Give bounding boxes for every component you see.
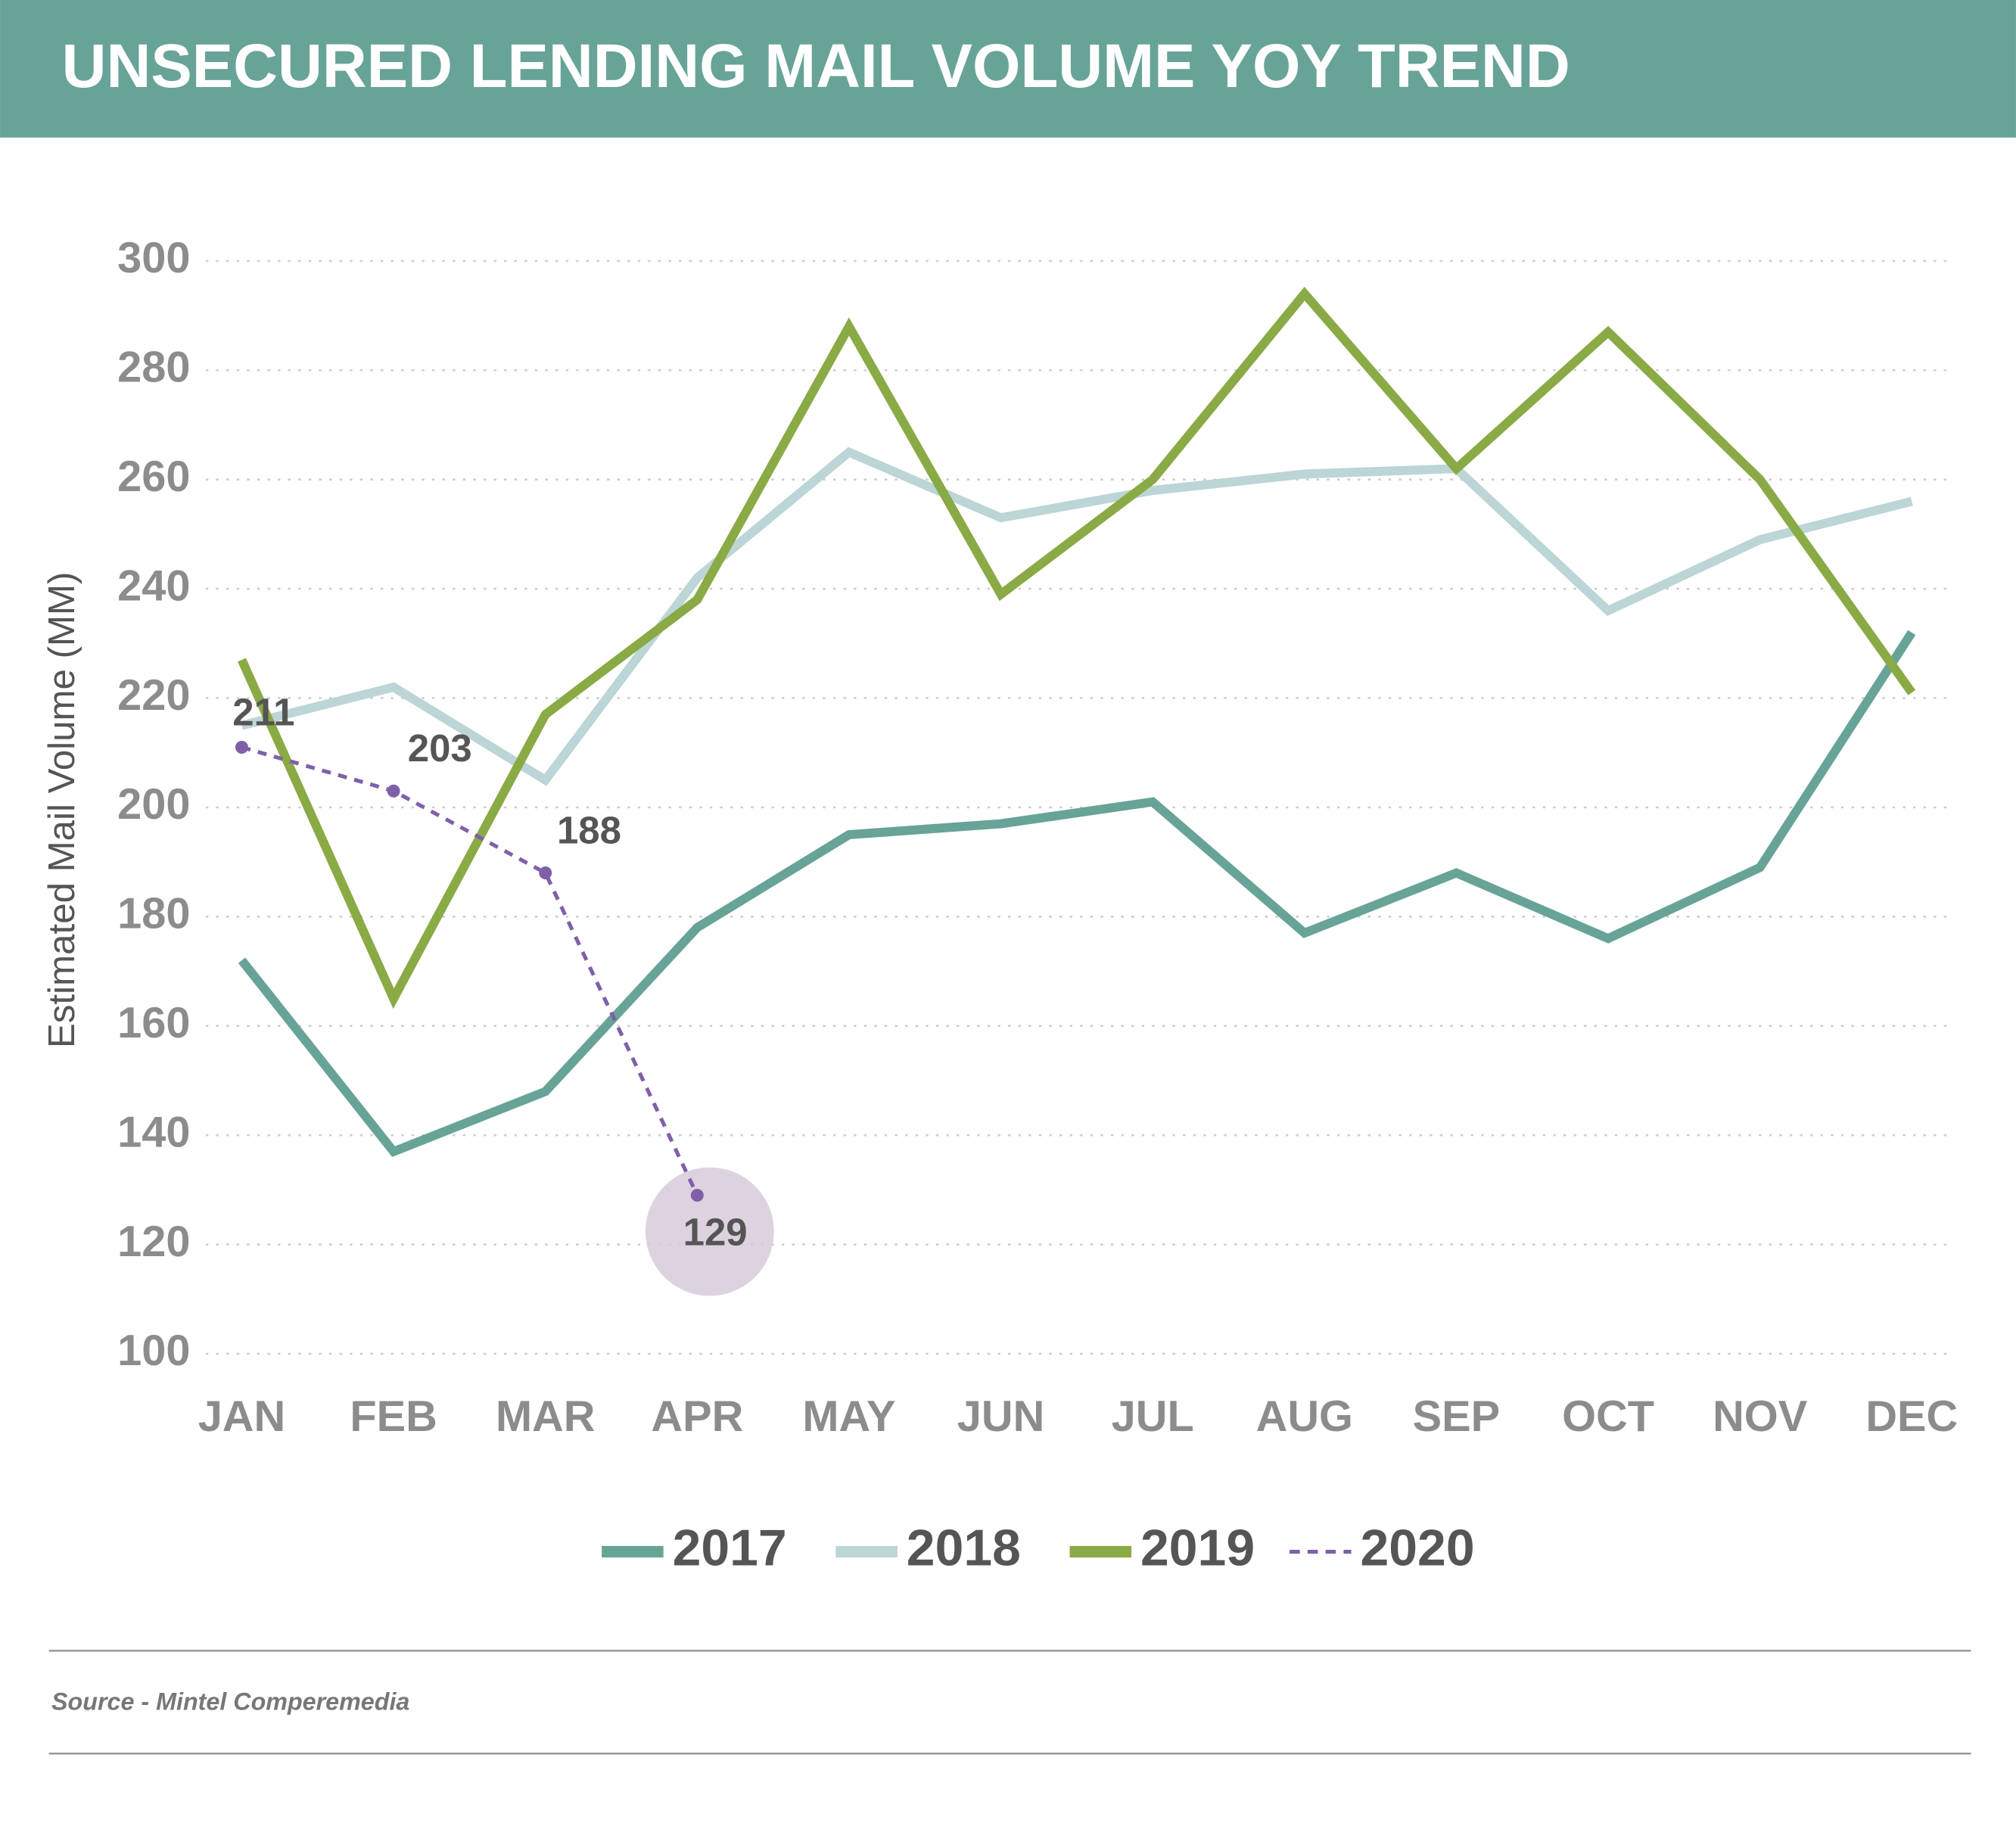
data-point <box>539 866 552 880</box>
y-tick-label: 120 <box>117 1218 190 1266</box>
data-point <box>235 740 248 754</box>
data-label: 188 <box>557 808 621 851</box>
x-tick-label: FEB <box>350 1392 437 1441</box>
data-label: 129 <box>683 1211 748 1254</box>
data-label: 203 <box>408 726 472 770</box>
data-label: 211 <box>232 690 294 733</box>
y-tick-label: 140 <box>117 1108 190 1156</box>
legend-label: 2018 <box>907 1519 1021 1576</box>
highlight-circle <box>645 1167 774 1296</box>
x-tick-label: APR <box>651 1392 743 1441</box>
x-tick-label: AUG <box>1256 1392 1353 1441</box>
series-line <box>238 630 1916 1157</box>
x-tick-label: JAN <box>198 1392 286 1441</box>
series-line <box>241 446 1913 786</box>
y-tick-label: 300 <box>117 234 190 282</box>
chart-title: UNSECURED LENDING MAIL VOLUME YOY TREND <box>62 32 1570 101</box>
data-point <box>690 1189 704 1202</box>
x-tick-label: MAR <box>496 1392 596 1441</box>
y-tick-label: 160 <box>117 999 190 1047</box>
legend-label: 2019 <box>1140 1519 1255 1576</box>
y-tick-label: 220 <box>117 671 190 720</box>
title-banner <box>0 0 2016 138</box>
y-tick-label: 280 <box>117 344 190 392</box>
x-tick-label: JUL <box>1112 1392 1194 1441</box>
x-tick-label: JUN <box>957 1392 1045 1441</box>
y-axis-label: Estimated Mail Volume (MM) <box>41 572 82 1048</box>
series-line <box>241 745 699 1196</box>
x-tick-label: SEP <box>1413 1392 1501 1441</box>
y-tick-label: 180 <box>117 890 190 938</box>
x-tick-label: MAY <box>802 1392 895 1441</box>
y-tick-label: 100 <box>117 1327 190 1375</box>
y-tick-label: 240 <box>117 562 190 610</box>
x-tick-label: NOV <box>1713 1392 1808 1441</box>
series-line <box>238 286 1916 1009</box>
y-tick-label: 200 <box>117 780 190 829</box>
legend-label: 2020 <box>1360 1519 1474 1576</box>
x-tick-label: OCT <box>1562 1392 1654 1441</box>
legend-label: 2017 <box>673 1519 787 1576</box>
y-tick-label: 260 <box>117 453 190 501</box>
x-tick-label: DEC <box>1865 1392 1958 1441</box>
source: Source - Mintel Comperemedia <box>51 1688 409 1716</box>
data-point <box>387 784 400 798</box>
